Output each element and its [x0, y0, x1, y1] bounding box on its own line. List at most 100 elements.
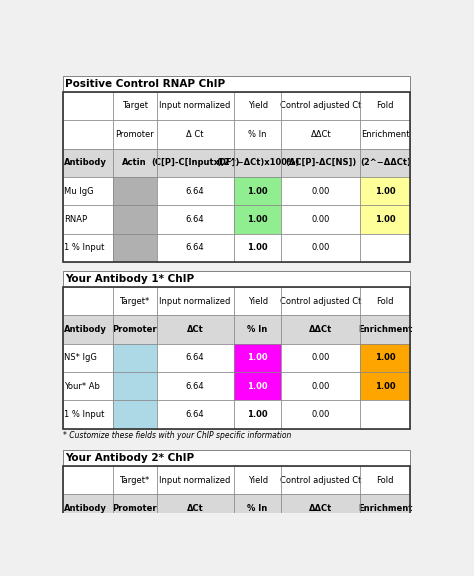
Bar — [234, 344, 282, 372]
Text: % In: % In — [248, 130, 267, 139]
Bar — [63, 177, 112, 205]
Bar — [360, 287, 410, 315]
Text: 0.00: 0.00 — [312, 243, 330, 252]
Bar — [156, 466, 234, 494]
Bar — [63, 344, 112, 372]
Text: 1.00: 1.00 — [375, 353, 396, 362]
Bar — [360, 205, 410, 234]
Bar — [360, 523, 410, 551]
Bar — [112, 92, 156, 120]
Bar — [156, 92, 234, 120]
Text: Input normalized: Input normalized — [159, 101, 231, 111]
Bar — [360, 120, 410, 149]
Bar — [234, 344, 282, 372]
Text: RNAP: RNAP — [64, 215, 88, 224]
Text: 1.00: 1.00 — [247, 243, 268, 252]
Bar — [63, 76, 410, 92]
Bar — [234, 234, 282, 262]
Bar — [63, 205, 112, 234]
Bar — [112, 344, 156, 372]
Bar — [234, 149, 282, 177]
Bar — [234, 372, 282, 400]
Bar — [282, 234, 360, 262]
Text: ΔΔCt: ΔΔCt — [310, 130, 331, 139]
Text: Promoter: Promoter — [112, 325, 157, 334]
Bar — [234, 120, 282, 149]
Bar — [234, 120, 282, 149]
Text: Your* Ab: Your* Ab — [64, 382, 100, 391]
Bar — [282, 205, 360, 234]
Bar — [112, 494, 156, 523]
Text: Antibody: Antibody — [64, 504, 107, 513]
Bar — [360, 344, 410, 372]
Bar — [282, 120, 360, 149]
Bar — [63, 466, 410, 576]
Text: 6.64: 6.64 — [186, 561, 204, 570]
Bar — [112, 177, 156, 205]
Text: Fold: Fold — [376, 101, 394, 111]
Text: Yield: Yield — [247, 476, 268, 485]
Bar — [112, 205, 156, 234]
Bar — [112, 400, 156, 429]
Text: ΔCt: ΔCt — [187, 504, 203, 513]
Bar — [360, 466, 410, 494]
Bar — [282, 92, 360, 120]
Bar — [360, 372, 410, 400]
Bar — [282, 344, 360, 372]
Bar — [282, 120, 360, 149]
Bar — [112, 120, 156, 149]
Bar — [156, 523, 234, 551]
Text: Δ Ct: Δ Ct — [186, 130, 204, 139]
Bar — [156, 372, 234, 400]
Bar — [156, 551, 234, 576]
Text: Target*: Target* — [119, 476, 150, 485]
Bar — [156, 466, 234, 494]
Text: (ΔC[P]-ΔC[NS]): (ΔC[P]-ΔC[NS]) — [285, 158, 356, 167]
Text: ΔΔCt: ΔΔCt — [310, 325, 333, 334]
Bar — [156, 149, 234, 177]
Bar — [156, 234, 234, 262]
Text: 1.00: 1.00 — [375, 187, 396, 196]
Bar — [63, 120, 112, 149]
Bar — [63, 92, 112, 120]
Bar — [156, 400, 234, 429]
Bar — [156, 400, 234, 429]
Bar — [360, 234, 410, 262]
Text: Enrichment: Enrichment — [358, 504, 412, 513]
Bar — [63, 344, 112, 372]
Bar — [63, 234, 112, 262]
Bar — [360, 466, 410, 494]
Text: Yield: Yield — [247, 101, 268, 111]
Text: 1.00: 1.00 — [247, 382, 268, 391]
Text: Mu IgG: Mu IgG — [64, 187, 94, 196]
Text: 1.00: 1.00 — [375, 533, 396, 541]
Bar — [156, 177, 234, 205]
Bar — [282, 234, 360, 262]
Bar — [112, 149, 156, 177]
Text: 1.00: 1.00 — [375, 382, 396, 391]
Bar — [282, 400, 360, 429]
Bar — [156, 315, 234, 344]
Bar — [63, 372, 112, 400]
Bar — [156, 287, 234, 315]
Text: 0.00: 0.00 — [312, 382, 330, 391]
Text: Antibody: Antibody — [64, 325, 107, 334]
Bar — [234, 234, 282, 262]
Bar — [63, 372, 112, 400]
Bar — [234, 149, 282, 177]
Text: Target: Target — [121, 101, 147, 111]
Bar — [360, 315, 410, 344]
Bar — [282, 177, 360, 205]
Text: Enrichment: Enrichment — [358, 325, 412, 334]
Bar — [234, 315, 282, 344]
Bar — [360, 92, 410, 120]
Bar — [360, 177, 410, 205]
Bar — [282, 466, 360, 494]
Text: Control adjusted Ct: Control adjusted Ct — [280, 101, 362, 111]
Bar — [112, 315, 156, 344]
Bar — [156, 205, 234, 234]
Text: 0.00: 0.00 — [312, 533, 330, 541]
Bar — [360, 344, 410, 372]
Bar — [63, 315, 112, 344]
Text: Input normalized: Input normalized — [159, 297, 231, 306]
